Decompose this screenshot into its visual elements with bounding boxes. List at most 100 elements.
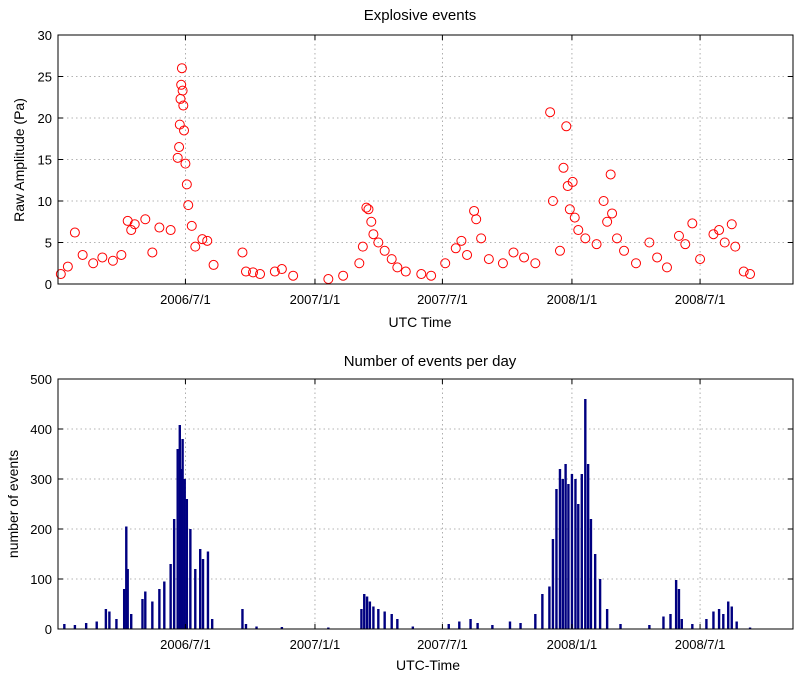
scatter-point: [471, 214, 482, 225]
scatter-point: [726, 219, 737, 230]
scatter-point: [469, 205, 480, 216]
scatter-point: [652, 252, 663, 263]
bar: [280, 627, 284, 629]
bar: [194, 569, 197, 629]
bar: [534, 614, 537, 629]
scatter-point: [631, 258, 642, 269]
scatter-point: [288, 270, 299, 281]
bar: [584, 399, 587, 629]
scatter-point: [373, 237, 384, 248]
bar: [363, 594, 366, 629]
bar: [674, 580, 678, 629]
bar: [95, 621, 98, 629]
scatter-point: [129, 219, 140, 230]
bar: [125, 526, 128, 629]
bar-y-axis-label: number of events: [5, 450, 21, 558]
scatter-point: [440, 258, 451, 269]
bar: [570, 474, 574, 629]
bar: [396, 619, 399, 629]
bar: [411, 626, 415, 629]
y-tick-label: 500: [30, 372, 52, 387]
scatter-point: [338, 270, 349, 281]
x-tick-label: 2007/1/1: [290, 292, 341, 307]
scatter-point: [255, 269, 266, 280]
scatter-point: [176, 79, 187, 90]
bar: [244, 624, 248, 629]
bar: [189, 529, 192, 629]
y-tick-label: 15: [38, 153, 52, 168]
scatter-point: [561, 121, 572, 132]
bar: [598, 579, 602, 629]
bar-x-axis-label: UTC-Time: [396, 657, 460, 673]
scatter-point: [687, 218, 698, 229]
bar: [84, 623, 88, 629]
bar: [63, 624, 66, 629]
scatter-point: [547, 196, 558, 206]
scatter-point: [179, 125, 190, 136]
scatter-point: [476, 233, 487, 244]
x-tick-label: 2006/7/1: [160, 292, 211, 307]
scatter-point: [661, 262, 672, 273]
bar: [593, 554, 597, 629]
scatter-point: [97, 252, 108, 263]
bar: [73, 625, 77, 629]
bar: [365, 596, 369, 629]
scatter-point: [269, 266, 280, 277]
scatter-point: [680, 239, 691, 250]
scatter-point: [88, 258, 99, 269]
scatter-axes-box: [57, 34, 794, 285]
scatter-point: [462, 249, 473, 260]
scatter-point: [483, 254, 494, 265]
bar: [558, 469, 562, 629]
scatter-point: [366, 216, 377, 227]
bar: [541, 594, 544, 629]
bar: [199, 549, 202, 629]
scatter-point: [186, 220, 197, 231]
scatter-point: [237, 247, 248, 258]
bar-x-ticks: 2006/7/1 2007/1/1 2007/7/1 2008/1/1 2008/7/1: [160, 379, 725, 652]
bar: [141, 599, 144, 629]
bar: [372, 606, 375, 629]
scatter-point: [580, 233, 591, 244]
bar: [377, 609, 380, 629]
scatter-point: [508, 247, 519, 258]
bar: [390, 614, 393, 629]
scatter-point: [392, 262, 403, 273]
bar: [115, 619, 118, 629]
y-tick-label: 25: [38, 70, 52, 85]
bar: [469, 619, 472, 629]
bar: [508, 621, 512, 629]
scatter-point: [569, 212, 580, 223]
scatter-point: [177, 85, 188, 96]
x-tick-label: 2008/7/1: [675, 292, 726, 307]
scatter-point: [176, 63, 187, 74]
scatter-point: [719, 237, 730, 248]
y-tick-label: 20: [38, 111, 52, 126]
bar: [183, 479, 186, 629]
scatter-point: [607, 208, 618, 219]
bar: [662, 616, 665, 629]
scatter-point: [77, 249, 88, 260]
scatter-title: Explosive events: [364, 7, 477, 24]
bar: [458, 621, 461, 629]
bar: [717, 609, 721, 629]
bar: [555, 489, 558, 629]
scatter-point: [416, 269, 427, 280]
bar: [383, 611, 386, 629]
bar: [126, 569, 129, 629]
bar: [368, 601, 372, 629]
bar: [255, 626, 258, 629]
bar: [567, 484, 570, 629]
y-tick-label: 5: [45, 236, 52, 251]
scatter-grid: [58, 35, 793, 284]
y-tick-label: 10: [38, 194, 52, 209]
scatter-point: [197, 234, 208, 245]
scatter-points: [55, 63, 756, 285]
y-tick-label: 0: [45, 277, 52, 292]
bar-grid: [58, 379, 793, 629]
scatter-point: [598, 196, 609, 206]
scatter-point: [154, 222, 165, 233]
scatter-point: [673, 230, 684, 241]
bar: [619, 624, 622, 629]
